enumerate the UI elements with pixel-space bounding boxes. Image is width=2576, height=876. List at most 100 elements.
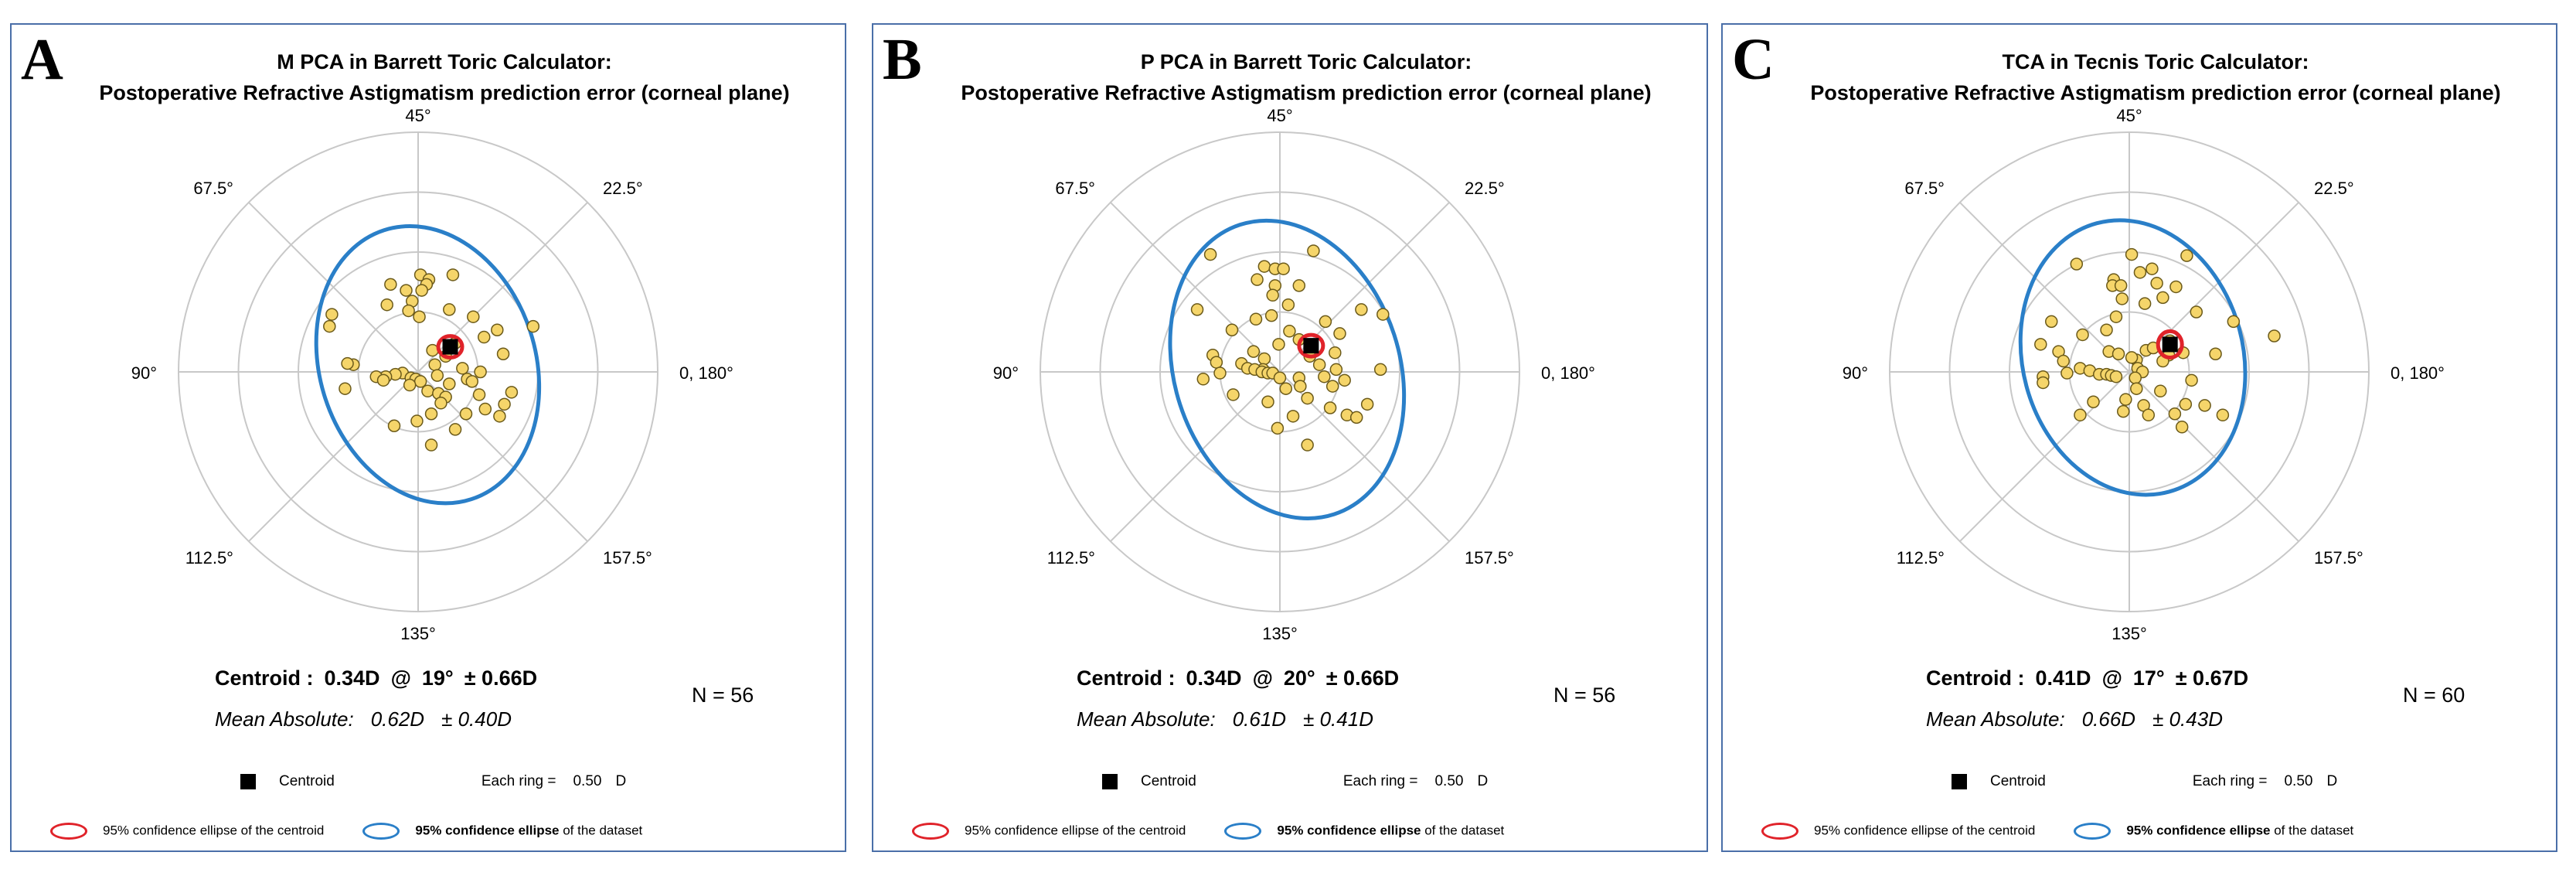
mean-mean-sd: ± 0.43D — [2152, 707, 2223, 731]
data-point — [1213, 366, 1227, 380]
polar-plot: 0, 180° 22.5° 45° 67.5° 90° 112.5° 135° 157.5° — [1843, 106, 2445, 643]
data-point — [1301, 438, 1314, 452]
centroid-centroid-label: Centroid : — [1926, 666, 2025, 690]
data-point — [2074, 408, 2087, 422]
centroid-legend-swatch — [1102, 773, 1118, 789]
centroid-centroid-sd: ± 0.67D — [2175, 666, 2249, 690]
axis-label-a135: 135° — [400, 624, 436, 643]
centroid-centroid-magnitude: 0.34D — [324, 666, 380, 690]
axis-label-a67: 67.5° — [193, 179, 233, 198]
data-point — [498, 397, 511, 411]
data-point — [2060, 366, 2074, 380]
data-point — [1266, 288, 1279, 302]
chart-title: TCA in Tecnis Toric Calculator: Postopera… — [1769, 46, 2542, 108]
dataset-ellipse-label-rest: of the dataset — [559, 823, 643, 838]
data-point — [428, 358, 441, 371]
data-point — [467, 310, 480, 323]
dataset-ellipse-label-bold: 95% confidence ellipse — [1277, 823, 1421, 838]
data-point — [387, 419, 401, 432]
centroid-legend-label: Centroid — [1990, 773, 2046, 789]
data-point — [1319, 315, 1332, 329]
centroid-marker — [1303, 338, 1319, 354]
legend-centroid-row: Centroid Each ring = 0.50 D — [1102, 773, 1488, 790]
chart-title-line2: Postoperative Refractive Astigmatism pre… — [99, 81, 790, 104]
grid-ring — [1159, 251, 1400, 493]
data-point — [1264, 308, 1278, 322]
data-point — [2125, 351, 2139, 364]
mean-absolute-stats: Mean Absolute: 0.62D ± 0.40D — [215, 707, 529, 731]
centroid-centroid-axis: 19° — [421, 666, 454, 690]
chart-title-line2: Postoperative Refractive Astigmatism pre… — [961, 81, 1652, 104]
data-point — [400, 284, 413, 297]
centroid-centroid-magnitude: 0.41D — [2035, 666, 2091, 690]
data-point — [403, 378, 417, 392]
centroid-marker — [2162, 336, 2178, 353]
centroid-ellipse-swatch — [50, 823, 87, 840]
polar-plot: 0, 180° 22.5° 45° 67.5° 90° 112.5° 135° 157.5° — [993, 106, 1595, 643]
axis-label-a45: 45° — [1267, 106, 1292, 125]
data-point — [384, 278, 397, 291]
centroid-centroid-label: Centroid : — [1077, 666, 1176, 690]
axis-label-a157: 157.5° — [1465, 548, 1514, 568]
axis-label-a90: 90° — [993, 363, 1019, 383]
mean-mean-value: 0.62D — [370, 707, 425, 731]
chart-panel-b: B P PCA in Barrett Toric Calculator: Posto… — [872, 23, 1708, 852]
axis-label-a45: 45° — [405, 106, 430, 125]
data-point — [1292, 279, 1306, 292]
centroid-centroid-label: Centroid : — [215, 666, 314, 690]
data-point — [1279, 382, 1292, 395]
data-point — [2156, 291, 2169, 305]
panel-letter: B — [883, 27, 922, 92]
dataset-ellipse-label-rest: of the dataset — [1421, 823, 1505, 838]
dataset-ellipse-label-rest: of the dataset — [2270, 823, 2354, 838]
centroid-legend-label: Centroid — [279, 773, 335, 789]
data-point — [446, 268, 460, 281]
data-point — [341, 356, 354, 370]
data-point — [2180, 249, 2193, 262]
data-point — [2268, 329, 2281, 343]
data-point — [443, 377, 456, 390]
data-point — [424, 407, 438, 421]
data-point — [2117, 404, 2130, 418]
data-point — [2142, 408, 2156, 422]
data-point — [325, 308, 339, 321]
centroid-confidence-ellipse — [436, 334, 464, 360]
data-point — [2198, 399, 2211, 412]
dataset-ellipse-swatch — [1224, 823, 1262, 840]
dataset-ellipse-swatch — [2074, 823, 2112, 840]
data-point — [1325, 380, 1339, 393]
data-point — [376, 373, 390, 387]
ring-value: 0.50 — [2284, 773, 2313, 789]
data-point — [2209, 347, 2222, 360]
data-point — [2150, 277, 2163, 290]
data-point — [421, 384, 434, 398]
grid-ring — [178, 131, 658, 612]
data-point — [424, 438, 438, 452]
sample-size: N = 60 — [2403, 683, 2465, 707]
data-point — [1273, 371, 1287, 384]
centroid-legend-label: Centroid — [1141, 773, 1196, 789]
centroid-stats: Centroid : 0.34D @19° ± 0.66D — [215, 666, 548, 690]
data-point — [1190, 303, 1204, 316]
data-point — [496, 347, 510, 360]
data-point — [2109, 310, 2123, 323]
data-point — [1323, 401, 1337, 414]
axis-label-a67: 67.5° — [1904, 179, 1945, 198]
data-point — [2216, 408, 2230, 422]
ring-label: Each ring = — [481, 773, 556, 789]
ring-value: 0.50 — [1434, 773, 1464, 789]
data-point — [1355, 303, 1368, 316]
data-point — [1373, 363, 1387, 377]
data-point — [1257, 260, 1271, 273]
data-point — [491, 323, 504, 336]
data-point — [1349, 411, 1363, 424]
data-point — [2129, 371, 2142, 384]
centroid-at: @ — [1252, 666, 1273, 690]
axis-label-a45: 45° — [2116, 106, 2142, 125]
data-point — [2076, 328, 2089, 342]
data-point — [2037, 376, 2050, 390]
data-point — [2169, 280, 2183, 294]
data-point — [2109, 370, 2123, 383]
data-point — [2034, 338, 2047, 351]
chart-panel-a: A M PCA in Barrett Toric Calculator: Posto… — [10, 23, 846, 852]
